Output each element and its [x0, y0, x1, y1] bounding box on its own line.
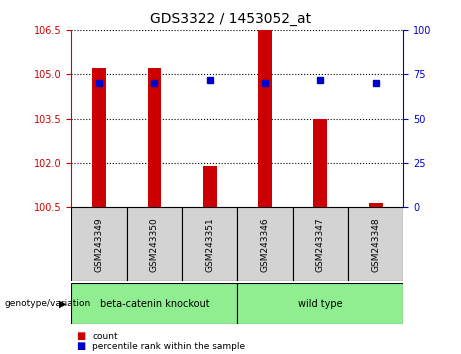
Bar [182, 207, 237, 281]
Text: wild type: wild type [298, 298, 343, 309]
Bar [237, 207, 293, 281]
Bar [313, 119, 327, 207]
Bar [203, 166, 217, 207]
Bar [71, 283, 237, 324]
Text: GSM243346: GSM243346 [260, 217, 270, 272]
Text: ▶: ▶ [59, 298, 66, 309]
Text: ■: ■ [76, 331, 85, 341]
Bar [258, 30, 272, 207]
Text: GSM243347: GSM243347 [316, 217, 325, 272]
Bar [148, 68, 161, 207]
Text: percentile rank within the sample: percentile rank within the sample [92, 342, 245, 351]
Text: count: count [92, 332, 118, 341]
Bar [348, 207, 403, 281]
Bar [92, 68, 106, 207]
Bar [369, 202, 383, 207]
Bar [237, 283, 403, 324]
Bar [293, 207, 348, 281]
Text: GSM243351: GSM243351 [205, 217, 214, 272]
Text: ■: ■ [76, 341, 85, 351]
Text: GSM243349: GSM243349 [95, 217, 104, 272]
Text: genotype/variation: genotype/variation [5, 299, 91, 308]
Text: GSM243348: GSM243348 [371, 217, 380, 272]
Text: GSM243350: GSM243350 [150, 217, 159, 272]
Text: GDS3322 / 1453052_at: GDS3322 / 1453052_at [150, 12, 311, 27]
Bar [71, 207, 127, 281]
Text: beta-catenin knockout: beta-catenin knockout [100, 298, 209, 309]
Bar [127, 207, 182, 281]
